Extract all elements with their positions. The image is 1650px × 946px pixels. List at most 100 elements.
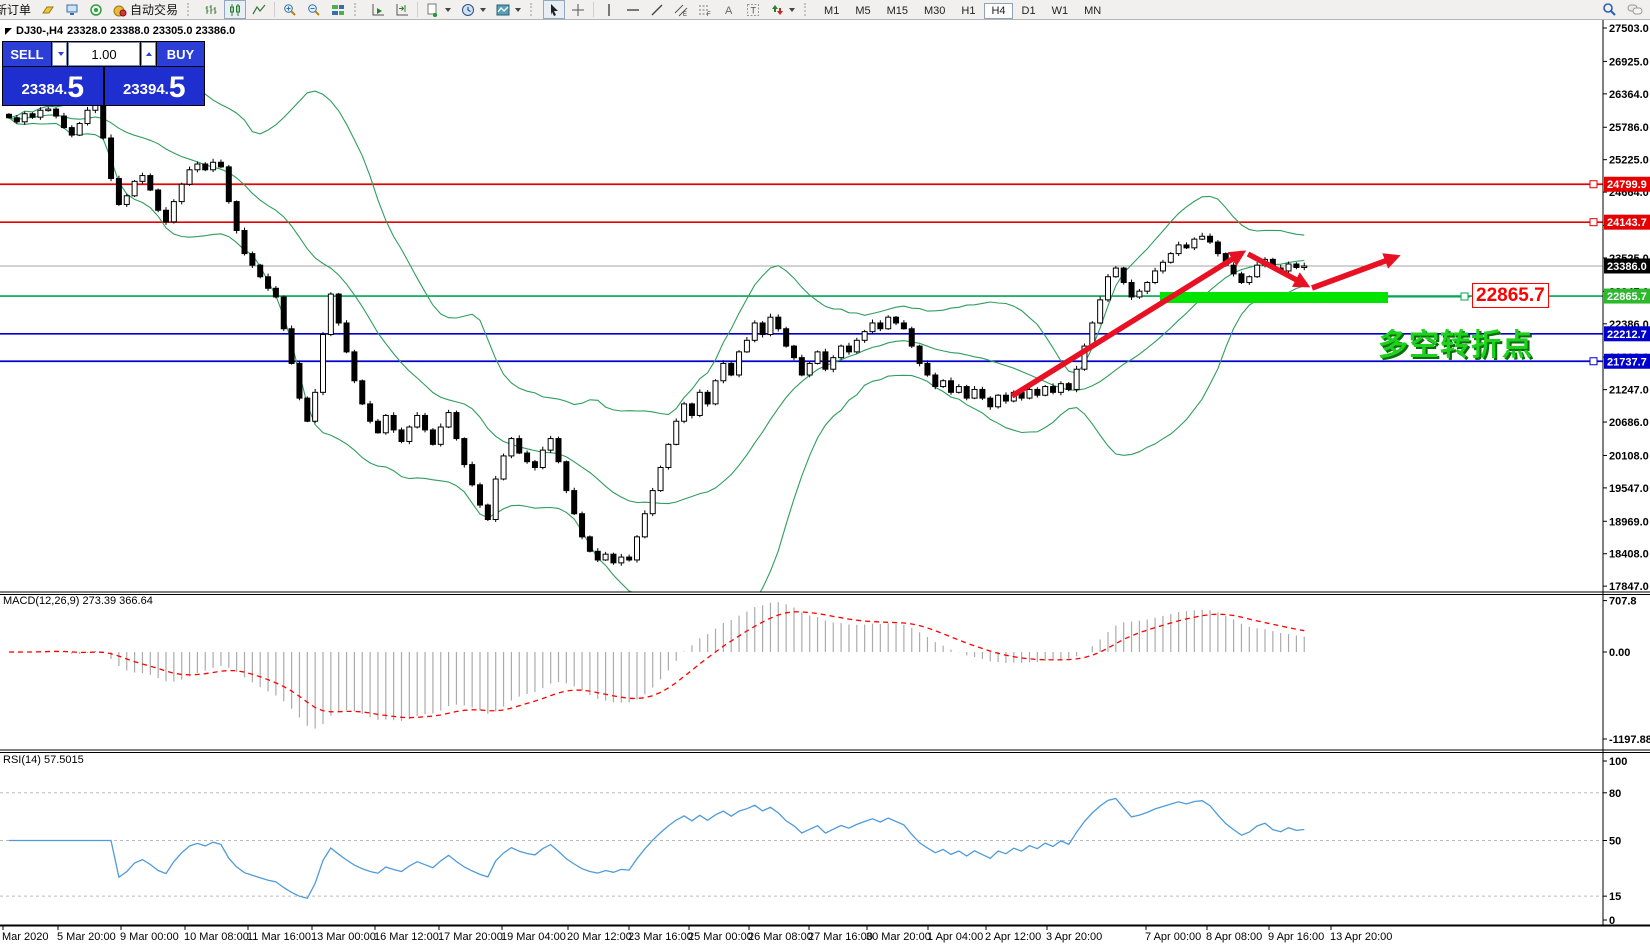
svg-text:9 Mar 00:00: 9 Mar 00:00 xyxy=(120,931,179,943)
arrow-shapes-button[interactable] xyxy=(766,0,799,19)
signal-button[interactable] xyxy=(85,0,107,19)
text-button[interactable]: A xyxy=(718,0,740,19)
svg-text:Mar 2020: Mar 2020 xyxy=(2,931,48,943)
vertical-line-button[interactable] xyxy=(598,0,620,19)
volume-input[interactable] xyxy=(68,42,140,66)
search-icon[interactable] xyxy=(1602,2,1617,17)
buy-price-big: 5 xyxy=(168,71,186,104)
new-chart-button[interactable] xyxy=(422,0,455,19)
buy-price[interactable]: 23394. 5 xyxy=(104,67,204,105)
zoom-in-icon xyxy=(283,3,297,17)
caret-up-icon xyxy=(145,52,152,56)
period-clock-button[interactable] xyxy=(457,0,490,19)
timeframe-m1[interactable]: M1 xyxy=(824,4,840,17)
svg-text:50: 50 xyxy=(1609,836,1621,848)
fibonacci-icon: F xyxy=(698,3,712,17)
svg-text:18408.0: 18408.0 xyxy=(1609,549,1649,561)
price-axis[interactable]: 27503.026925.026364.025786.025225.024664… xyxy=(1603,23,1650,927)
tile-windows-button[interactable] xyxy=(327,0,349,19)
candlestick-chart-button[interactable] xyxy=(224,0,247,19)
chat-icon[interactable] xyxy=(1627,3,1644,17)
signal-icon xyxy=(89,3,103,17)
svg-text:8 Apr 08:00: 8 Apr 08:00 xyxy=(1206,931,1262,943)
svg-text:9 Apr 16:00: 9 Apr 16:00 xyxy=(1268,931,1324,943)
rsi-label: RSI(14) 57.5015 xyxy=(3,754,84,766)
sell-price-big: 5 xyxy=(67,71,85,104)
new-order-label: 新订单 xyxy=(0,3,32,17)
svg-text:16 Mar 12:00: 16 Mar 12:00 xyxy=(374,931,439,943)
svg-text:5 Mar 20:00: 5 Mar 20:00 xyxy=(57,931,116,943)
svg-text:24799.9: 24799.9 xyxy=(1607,179,1647,191)
zoom-in-button[interactable] xyxy=(279,0,301,19)
svg-text:26925.0: 26925.0 xyxy=(1609,56,1649,68)
chart-marker-icon xyxy=(5,27,12,35)
svg-text:0: 0 xyxy=(1609,915,1615,927)
buy-button[interactable]: BUY xyxy=(157,42,204,66)
horizontal-line-button[interactable] xyxy=(622,0,644,19)
cursor-button[interactable] xyxy=(543,0,566,19)
svg-text:19547.0: 19547.0 xyxy=(1609,483,1649,495)
auto-scroll-button[interactable] xyxy=(367,0,389,19)
svg-text:27 Mar 16:00: 27 Mar 16:00 xyxy=(808,931,873,943)
terminal-button[interactable] xyxy=(61,0,83,19)
timeframe-m5[interactable]: M5 xyxy=(855,4,871,17)
zoom-out-button[interactable] xyxy=(303,0,325,19)
line-chart-button[interactable] xyxy=(248,0,270,19)
timeframe-w1[interactable]: W1 xyxy=(1051,4,1069,17)
timeframe-m30[interactable]: M30 xyxy=(924,4,946,17)
main-pane[interactable] xyxy=(0,69,1603,620)
autotrade-label: 自动交易 xyxy=(130,3,179,17)
toolbar: 新订单 自动交易 xyxy=(0,0,1650,20)
rsi-pane[interactable] xyxy=(0,792,1603,900)
svg-text:21247.0: 21247.0 xyxy=(1609,385,1649,397)
sell-button[interactable]: SELL xyxy=(3,42,51,66)
timeframe-d1[interactable]: D1 xyxy=(1021,4,1036,17)
svg-text:25 Mar 00:00: 25 Mar 00:00 xyxy=(688,931,753,943)
autotrade-button[interactable]: 自动交易 xyxy=(109,0,182,19)
chart-shift-button[interactable] xyxy=(391,0,413,19)
svg-text:10 Mar 08:00: 10 Mar 08:00 xyxy=(184,931,249,943)
new-chart-icon xyxy=(426,3,440,17)
bollinger-bands xyxy=(8,69,1305,592)
price-annotation-box[interactable]: 22865.7 xyxy=(1472,283,1549,308)
tile-windows-icon xyxy=(331,3,345,17)
svg-text:22212.7: 22212.7 xyxy=(1607,329,1647,341)
svg-text:80: 80 xyxy=(1609,788,1621,800)
new-order-button[interactable]: 新订单 xyxy=(0,0,35,19)
bar-chart-button[interactable] xyxy=(200,0,222,19)
crosshair-button[interactable] xyxy=(567,0,589,19)
text-label-button[interactable]: T xyxy=(742,0,764,19)
equidistant-channel-button[interactable]: E xyxy=(670,0,692,19)
chart-profile-button[interactable] xyxy=(37,0,59,19)
indicators-button[interactable] xyxy=(492,0,525,19)
svg-text:22865.7: 22865.7 xyxy=(1607,291,1647,303)
fibonacci-button[interactable]: F xyxy=(694,0,716,19)
candles xyxy=(6,97,1308,566)
time-axis[interactable]: Mar 2020 5 Mar 20:00 9 Mar 00:00 10 Mar 08:… xyxy=(2,926,1392,943)
svg-text:30 Mar 20:00: 30 Mar 20:00 xyxy=(866,931,931,943)
svg-text:26 Mar 08:00: 26 Mar 08:00 xyxy=(748,931,813,943)
toolbar-separator xyxy=(417,2,419,17)
volume-increase-button[interactable] xyxy=(141,42,156,66)
svg-text:E: E xyxy=(683,12,687,17)
timeframe-m15[interactable]: M15 xyxy=(886,4,908,17)
sell-price[interactable]: 23384. 5 xyxy=(3,67,103,105)
timeframe-mn[interactable]: MN xyxy=(1084,4,1102,17)
timeframe-group: M1 M5 M15 M30 H1 H4 D1 W1 MN xyxy=(816,2,1109,19)
svg-text:F: F xyxy=(707,12,711,17)
support-zone-highlight[interactable] xyxy=(1160,292,1470,303)
svg-text:0.00: 0.00 xyxy=(1609,647,1630,659)
turning-point-note[interactable]: 多空转折点 xyxy=(1378,329,1533,362)
timeframe-h4[interactable]: H4 xyxy=(984,2,1013,19)
bar-chart-icon xyxy=(204,3,218,17)
horizontal-line-icon xyxy=(626,3,640,17)
buy-price-main: 23394. xyxy=(122,81,169,98)
macd-pane[interactable] xyxy=(8,602,1305,729)
volume-decrease-button[interactable] xyxy=(52,42,67,66)
trend-arrows[interactable] xyxy=(1010,250,1401,399)
trendline-button[interactable] xyxy=(646,0,668,19)
timeframe-h1[interactable]: H1 xyxy=(961,4,976,17)
svg-text:26364.0: 26364.0 xyxy=(1609,89,1649,101)
svg-text:7 Apr 00:00: 7 Apr 00:00 xyxy=(1145,931,1201,943)
